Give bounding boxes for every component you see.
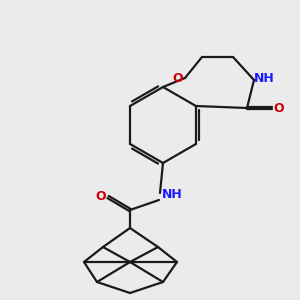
- Text: O: O: [274, 103, 284, 116]
- Text: NH: NH: [254, 73, 274, 85]
- Text: NH: NH: [162, 188, 182, 202]
- Text: O: O: [173, 71, 183, 85]
- Text: O: O: [96, 190, 106, 202]
